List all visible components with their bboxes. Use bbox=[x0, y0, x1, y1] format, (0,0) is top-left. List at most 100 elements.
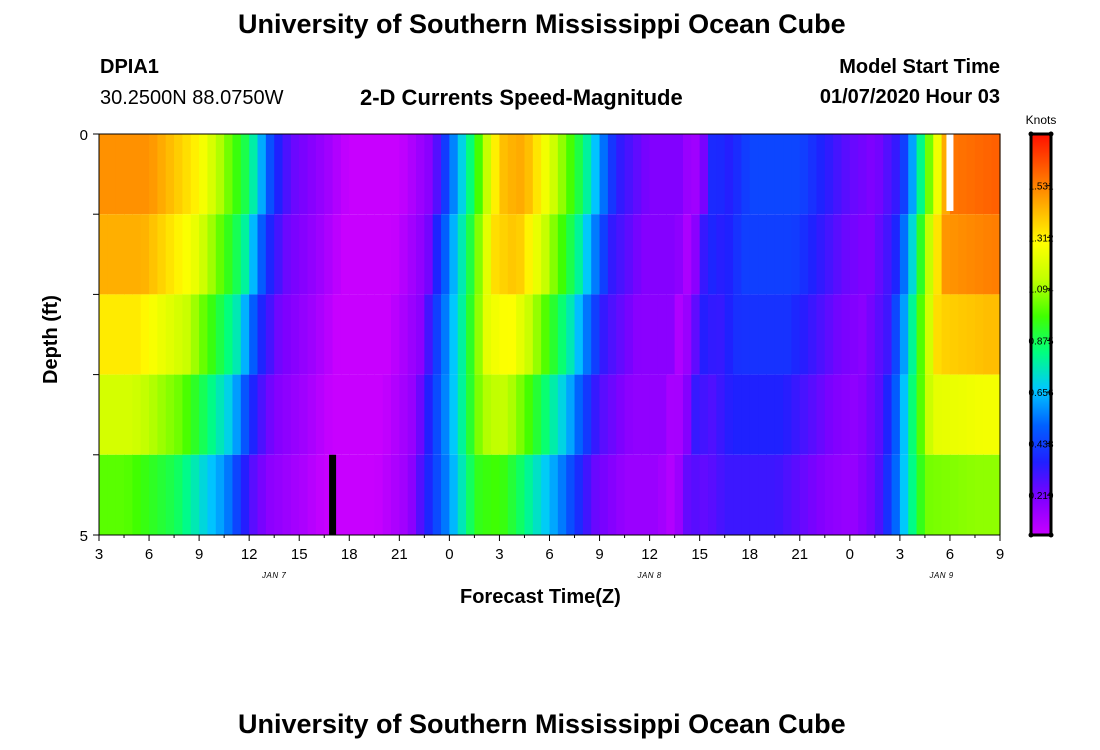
heatmap-cell bbox=[491, 454, 501, 535]
heatmap-cell bbox=[566, 134, 576, 215]
heatmap-cell bbox=[708, 214, 717, 295]
heatmap-cell bbox=[416, 134, 425, 215]
heatmap-cell bbox=[799, 134, 809, 215]
heatmap-cell bbox=[966, 134, 976, 215]
heatmap-cell bbox=[516, 374, 526, 455]
heatmap-cell bbox=[783, 374, 793, 455]
heatmap-cell bbox=[124, 214, 133, 295]
x-tick-label: 15 bbox=[291, 546, 308, 563]
heatmap-cell bbox=[382, 134, 392, 215]
heatmap-cell bbox=[966, 454, 976, 535]
heatmap-cell bbox=[541, 454, 551, 535]
heatmap-cell bbox=[733, 214, 742, 295]
heatmap-cell bbox=[716, 294, 726, 375]
marker-white bbox=[946, 134, 954, 211]
heatmap-cell bbox=[908, 374, 918, 455]
heatmap-cell bbox=[516, 134, 526, 215]
heatmap-cell bbox=[474, 454, 484, 535]
heatmap-cell bbox=[874, 454, 884, 535]
heatmap-cell bbox=[966, 294, 976, 375]
heatmap-cell bbox=[516, 454, 526, 535]
heatmap-cell bbox=[149, 294, 158, 375]
heatmap-cell bbox=[883, 134, 893, 215]
heatmap-cell bbox=[682, 374, 692, 455]
heatmap-cell bbox=[599, 294, 609, 375]
heatmap-cell bbox=[199, 454, 209, 535]
heatmap-cell bbox=[582, 374, 592, 455]
heatmap-cell bbox=[899, 374, 909, 455]
heatmap-cell bbox=[507, 294, 517, 375]
heatmap-cell bbox=[449, 454, 459, 535]
heatmap-cell bbox=[324, 214, 334, 295]
heatmap-cell bbox=[315, 294, 325, 375]
heatmap-cell bbox=[916, 374, 926, 455]
heatmap-cell bbox=[382, 374, 392, 455]
heatmap-cell bbox=[591, 294, 601, 375]
heatmap-cell bbox=[649, 374, 659, 455]
heatmap-cell bbox=[591, 214, 601, 295]
heatmap-cell bbox=[482, 454, 492, 535]
heatmap-cell bbox=[749, 214, 759, 295]
heatmap-cell bbox=[958, 294, 968, 375]
heatmap-cell bbox=[582, 214, 592, 295]
heatmap-cell bbox=[924, 214, 934, 295]
y-tick-label: 0 bbox=[80, 127, 88, 144]
heatmap-cell bbox=[741, 214, 751, 295]
heatmap-cell bbox=[974, 134, 984, 215]
colorbar-title: Knots bbox=[1026, 113, 1057, 127]
heatmap-cell bbox=[783, 294, 793, 375]
heatmap-cell bbox=[983, 214, 993, 295]
heatmap-cell bbox=[299, 374, 309, 455]
heatmap-cell bbox=[132, 454, 142, 535]
heatmap-cell bbox=[949, 214, 959, 295]
heatmap-cell bbox=[365, 214, 375, 295]
heatmap-cell bbox=[182, 374, 192, 455]
y-tick-label: 5 bbox=[80, 528, 88, 545]
heatmap-cell bbox=[249, 134, 259, 215]
heatmap-cell bbox=[349, 454, 359, 535]
heatmap-cell bbox=[833, 134, 843, 215]
heatmap-cell bbox=[591, 134, 601, 215]
heatmap-cell bbox=[132, 134, 142, 215]
heatmap-cell bbox=[332, 374, 342, 455]
heatmap-cell bbox=[924, 294, 934, 375]
heatmap-cell bbox=[774, 134, 784, 215]
heatmap-cell bbox=[224, 134, 234, 215]
heatmap-cell bbox=[924, 374, 934, 455]
colorbar-corner bbox=[1048, 131, 1054, 137]
heatmap-cell bbox=[215, 374, 225, 455]
x-tick-label: 18 bbox=[341, 546, 358, 563]
heatmap-cell bbox=[182, 214, 192, 295]
heatmap-cell bbox=[607, 214, 617, 295]
heatmap-cell bbox=[466, 374, 476, 455]
heatmap-cell bbox=[791, 294, 801, 375]
heatmap-cell bbox=[374, 294, 384, 375]
heatmap-cell bbox=[357, 374, 367, 455]
x-tick-label: 9 bbox=[595, 546, 603, 563]
heatmap-cell bbox=[457, 374, 467, 455]
heatmap-cell bbox=[115, 454, 125, 535]
heatmap-cell bbox=[182, 134, 192, 215]
heatmap-cell bbox=[149, 134, 158, 215]
heatmap-cell bbox=[174, 454, 184, 535]
heatmap-cell bbox=[899, 134, 909, 215]
heatmap-cell bbox=[257, 134, 267, 215]
colorbar-corner bbox=[1028, 532, 1034, 538]
station-location: 30.2500N 88.0750W bbox=[100, 87, 284, 109]
heatmap-cell bbox=[766, 134, 776, 215]
heatmap-cell bbox=[257, 214, 267, 295]
heatmap-cell bbox=[733, 294, 742, 375]
heatmap-cell bbox=[641, 214, 651, 295]
heatmap-cell bbox=[249, 214, 259, 295]
heatmap-cell bbox=[541, 214, 551, 295]
heatmap-cell bbox=[307, 374, 317, 455]
heatmap-cell bbox=[399, 134, 409, 215]
heatmap-cell bbox=[407, 374, 417, 455]
heatmap-cell bbox=[557, 454, 567, 535]
heatmap-cell bbox=[674, 214, 684, 295]
heatmap-cell bbox=[407, 454, 417, 535]
heatmap-cell bbox=[474, 374, 484, 455]
heatmap-cell bbox=[699, 294, 709, 375]
heatmap-cell bbox=[157, 214, 167, 295]
colorbar-strip bbox=[1029, 132, 1053, 537]
